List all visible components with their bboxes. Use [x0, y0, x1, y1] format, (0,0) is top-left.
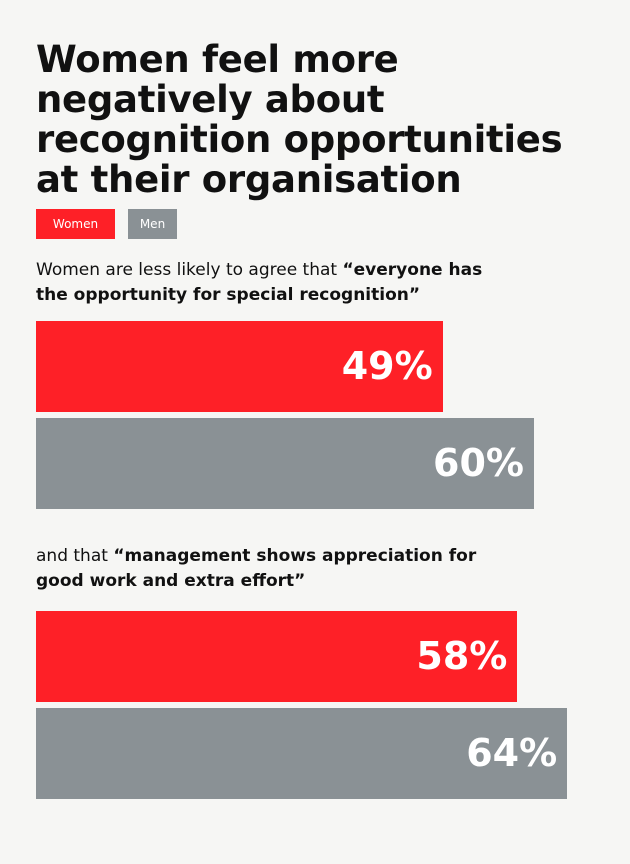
legend-item: Men	[128, 209, 177, 239]
value-label: 60%	[433, 441, 524, 485]
bar: 60%	[36, 418, 534, 509]
value-label: 49%	[341, 344, 433, 388]
bar: 49%	[36, 321, 443, 412]
value-label: 58%	[416, 634, 508, 678]
category-label: Women are less likely to agree that “eve…	[36, 260, 483, 305]
value-label: 64%	[466, 731, 558, 775]
chart-title: Women feel more negatively about recogni…	[36, 38, 563, 201]
bar: 64%	[36, 708, 568, 799]
legend-item: Women	[36, 209, 115, 239]
category-label: and that “management shows appreciation …	[36, 546, 477, 591]
bar: 58%	[36, 611, 518, 702]
